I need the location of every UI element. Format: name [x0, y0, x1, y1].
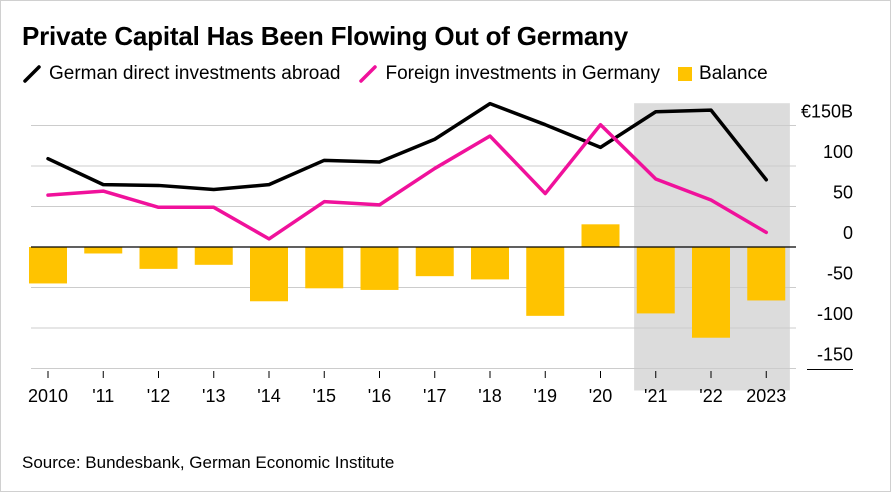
- line-abroad: [46, 101, 768, 192]
- x-tick-label: '12: [147, 386, 170, 406]
- x-tick-label: '14: [257, 386, 280, 406]
- x-tick-label: 2023: [746, 386, 786, 406]
- x-tick-label: '22: [699, 386, 722, 406]
- x-tick-label: '20: [589, 386, 612, 406]
- y-tick-label: 100: [823, 142, 853, 162]
- chart-title: Private Capital Has Been Flowing Out of …: [22, 21, 629, 51]
- x-tick-label: '18: [478, 386, 501, 406]
- balance-bar: [250, 247, 288, 302]
- legend-line-foreign-icon: [359, 65, 378, 83]
- x-tick-label: '21: [644, 386, 667, 406]
- balance-bar: [194, 247, 233, 265]
- balance-bar: [692, 247, 730, 338]
- legend: German direct investments abroad Foreign…: [22, 62, 786, 86]
- y-tick-label: -150: [817, 345, 853, 365]
- y-tick-label: -100: [817, 304, 853, 324]
- y-tick-label: -50: [827, 264, 853, 284]
- balance-bar: [747, 247, 786, 301]
- balance-bar: [84, 247, 123, 254]
- balance-bar: [581, 224, 620, 247]
- y-tick-label: €150B: [801, 102, 853, 122]
- balance-bar: [360, 247, 399, 290]
- legend-item-foreign: Foreign investments in Germany: [358, 63, 660, 85]
- legend-label-foreign: Foreign investments in Germany: [385, 63, 661, 84]
- legend-label-balance: Balance: [699, 63, 768, 84]
- y-tick-label: 50: [833, 183, 853, 203]
- balance-bar: [139, 247, 178, 269]
- balance-bar: [305, 247, 344, 289]
- x-tick-label: '17: [423, 386, 446, 406]
- x-tick-label: '19: [534, 386, 557, 406]
- line-foreign: [46, 122, 768, 241]
- source-note: Source: Bundesbank, German Economic Inst…: [22, 453, 395, 472]
- legend-item-balance: Balance: [678, 63, 768, 85]
- y-tick-label: 0: [843, 223, 853, 243]
- x-tick-label: 2010: [28, 386, 68, 406]
- x-tick-label: '15: [313, 386, 336, 406]
- x-tick-label: '16: [368, 386, 391, 406]
- x-tick-label: '11: [92, 386, 114, 406]
- x-tick-label: '13: [202, 386, 225, 406]
- legend-line-abroad-icon: [23, 65, 41, 83]
- legend-item-abroad: German direct investments abroad: [22, 63, 340, 85]
- balance-bar: [29, 247, 67, 284]
- balance-bar: [526, 247, 565, 316]
- balance-bar: [415, 247, 454, 277]
- legend-label-abroad: German direct investments abroad: [49, 63, 341, 84]
- balance-bar: [471, 247, 509, 280]
- legend-swatch-balance-icon: [678, 67, 693, 81]
- balance-bar: [636, 247, 675, 314]
